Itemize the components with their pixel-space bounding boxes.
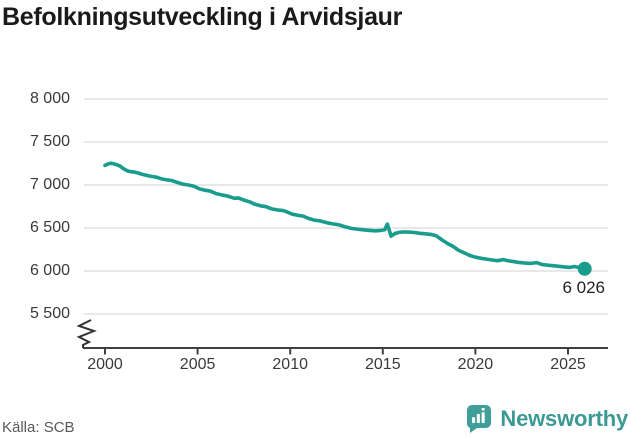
x-axis-tick-label: 2000: [87, 356, 123, 373]
y-axis-tick-label: 7 000: [29, 176, 70, 193]
axis-break-zigzag: [76, 319, 97, 348]
gridlines: [84, 98, 608, 315]
newsworthy-logo[interactable]: Newsworthy: [466, 404, 628, 434]
x-axis-tick-label: 2025: [550, 356, 586, 373]
y-axis-tick-label: 5 500: [29, 305, 70, 322]
y-axis-tick-label: 6 500: [29, 219, 70, 236]
x-axis-tick-label: 2015: [365, 356, 401, 373]
x-axis-tick-label: 2020: [457, 356, 494, 373]
chart-title: Befolkningsutveckling i Arvidsjaur: [2, 3, 403, 31]
source-label: Källa: SCB: [2, 419, 75, 436]
y-axis-tick-label: 8 000: [29, 90, 70, 107]
end-point-dot: [577, 261, 592, 276]
x-axis: [83, 347, 608, 355]
mini-bar-chart-glyph: [472, 408, 486, 423]
x-axis-tick-label: 2010: [272, 356, 308, 373]
y-axis-tick-label: 7 500: [29, 133, 70, 150]
y-axis-tick-label: 6 000: [29, 262, 70, 279]
population-line: [103, 161, 587, 271]
newsworthy-wordmark: Newsworthy: [500, 406, 628, 431]
x-axis-tick-label: 2005: [179, 356, 216, 373]
newsworthy-chart-bubble-icon: [467, 405, 492, 433]
end-value-label: 6 026: [562, 278, 605, 297]
